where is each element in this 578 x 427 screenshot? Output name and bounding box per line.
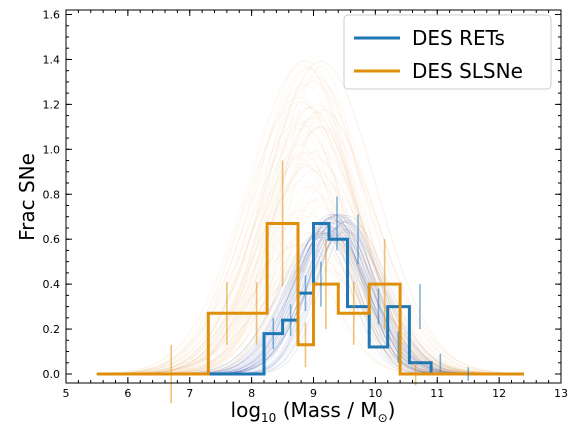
series-step-rets <box>96 222 524 376</box>
y-tick-label: 1.6 <box>43 8 61 21</box>
model-curve <box>96 152 524 375</box>
model-curve <box>96 231 524 375</box>
x-tick-label: 7 <box>186 387 193 400</box>
model-curve <box>96 84 524 375</box>
model-curve <box>96 267 524 375</box>
model-curve <box>96 150 524 375</box>
model-curve <box>96 80 524 375</box>
model-curve <box>96 127 524 375</box>
series-step-slsne <box>96 222 524 376</box>
y-tick-label: 0.6 <box>43 233 61 246</box>
model-curve <box>96 96 524 375</box>
model-curve <box>96 60 524 375</box>
y-tick-label: 1.2 <box>43 98 61 111</box>
legend-label-slsne: DES SLSNe <box>412 59 523 83</box>
x-tick-label: 9 <box>310 387 317 400</box>
model-curve <box>96 169 524 375</box>
model-curve <box>96 116 524 375</box>
x-tick-label: 5 <box>63 387 70 400</box>
model-curve <box>96 64 524 375</box>
y-tick-label: 0.8 <box>43 188 61 201</box>
model-curve <box>96 210 524 375</box>
legend: DES RETs DES SLSNe <box>343 14 552 90</box>
error-bars <box>170 160 469 404</box>
y-tick-label: 1.4 <box>43 53 61 66</box>
y-tick-label: 0.0 <box>43 368 61 381</box>
legend-label-rets: DES RETs <box>412 26 505 50</box>
model-curve <box>96 66 524 375</box>
model-curve <box>96 107 524 375</box>
model-curve <box>96 109 524 375</box>
y-tick-label: 0.2 <box>43 323 61 336</box>
model-curve <box>96 264 524 375</box>
model-curve <box>96 68 524 375</box>
model-curve <box>96 60 524 375</box>
model-curve <box>96 143 524 375</box>
y-tick-label: 1.0 <box>43 143 61 156</box>
model-curve <box>96 122 524 375</box>
x-tick-label: 10 <box>368 387 382 400</box>
model-curve <box>96 107 524 375</box>
x-axis: 5 6 7 8 9 10 11 12 13 <box>63 10 568 400</box>
x-tick-label: 6 <box>124 387 131 400</box>
model-curve <box>96 61 524 375</box>
y-tick-label: 0.4 <box>43 278 61 291</box>
model-curve <box>96 200 524 375</box>
model-curve <box>96 80 524 375</box>
model-curve <box>96 163 524 375</box>
model-curve <box>96 118 524 375</box>
x-tick-label: 13 <box>554 387 568 400</box>
model-curve <box>96 76 524 375</box>
model-curve <box>96 104 524 375</box>
x-tick-label: 8 <box>248 387 255 400</box>
model-curves <box>96 60 524 375</box>
x-tick-label: 11 <box>430 387 444 400</box>
model-curve <box>96 109 524 375</box>
model-curve <box>96 217 524 375</box>
series-steps <box>96 222 524 376</box>
model-curve <box>96 157 524 375</box>
x-tick-label: 12 <box>492 387 506 400</box>
x-axis-label: log10 (Mass / M⊙) <box>231 398 396 425</box>
y-axis-label: Frac SNe <box>15 153 39 241</box>
model-curve <box>96 101 524 375</box>
model-curve <box>96 182 524 375</box>
model-curve <box>96 164 524 375</box>
model-curve <box>96 215 524 375</box>
model-curve <box>96 121 524 375</box>
model-curve <box>96 244 524 375</box>
model-curve <box>96 180 524 375</box>
y-axis: 0.0 0.2 0.4 0.6 0.8 1.0 1.2 1.4 1.6 <box>43 8 561 381</box>
